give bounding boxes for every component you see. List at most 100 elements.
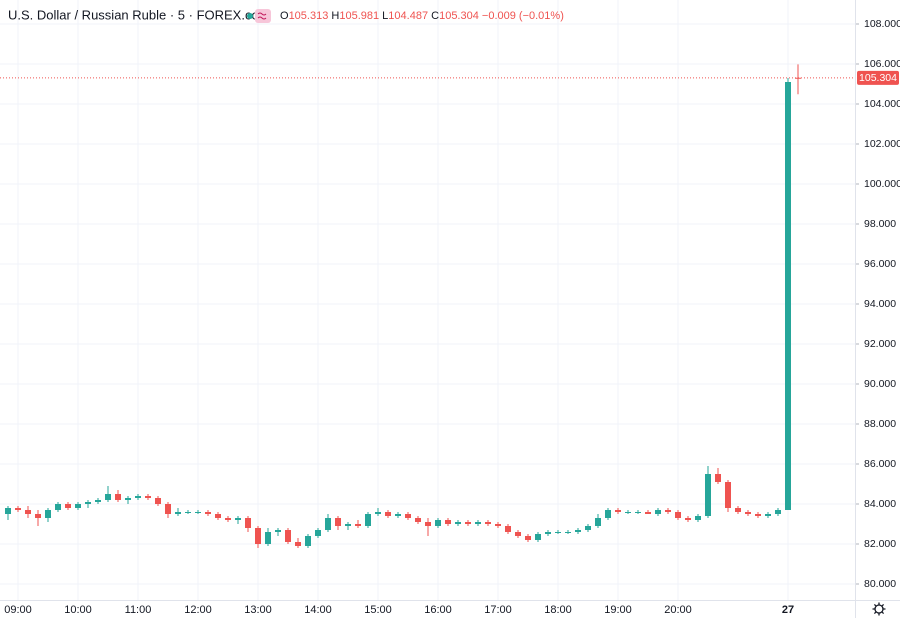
candle-body bbox=[605, 510, 611, 518]
candle-body bbox=[165, 504, 171, 514]
candle-body bbox=[125, 498, 131, 500]
candle-body bbox=[585, 526, 591, 530]
candle-body bbox=[145, 496, 151, 498]
candle-body bbox=[735, 508, 741, 512]
candle-body bbox=[15, 508, 21, 510]
y-tick-label: 102.000 bbox=[864, 138, 900, 150]
candle-body bbox=[325, 518, 331, 530]
y-tick-label: 96.000 bbox=[864, 258, 896, 270]
candle-body bbox=[535, 534, 541, 540]
candle-body bbox=[575, 530, 581, 532]
candle-body bbox=[245, 518, 251, 528]
y-tick-label: 86.000 bbox=[864, 458, 896, 470]
candle-body bbox=[255, 528, 261, 544]
candle-body bbox=[75, 504, 81, 508]
x-tick-label: 13:00 bbox=[244, 604, 272, 616]
candle-body bbox=[525, 536, 531, 540]
candle-body bbox=[305, 536, 311, 546]
ohlc-label: O bbox=[280, 10, 289, 22]
x-tick-label: 12:00 bbox=[184, 604, 212, 616]
candle-body bbox=[335, 518, 341, 526]
candle-body bbox=[705, 474, 711, 516]
candle-body bbox=[695, 516, 701, 520]
ohlc-value: 105.304 bbox=[439, 10, 479, 22]
candle-body bbox=[485, 522, 491, 524]
candle-body bbox=[675, 512, 681, 518]
candle-body bbox=[425, 522, 431, 526]
candle-body bbox=[295, 542, 301, 546]
status-badge bbox=[255, 9, 271, 23]
candle-body bbox=[175, 512, 181, 514]
ohlc-value: 105.981 bbox=[339, 10, 379, 22]
y-tick-label: 100.000 bbox=[864, 178, 900, 190]
candle-body bbox=[185, 512, 191, 513]
candle-body bbox=[115, 494, 121, 500]
plot bbox=[0, 0, 859, 600]
candle-body bbox=[65, 504, 71, 508]
candle-body bbox=[85, 502, 91, 504]
ohlc-readout: O105.313 H105.981 L104.487 C105.304 −0.0… bbox=[280, 10, 564, 22]
x-tick-label: 14:00 bbox=[304, 604, 332, 616]
candle-body bbox=[635, 512, 641, 513]
candle-body bbox=[385, 512, 391, 516]
y-tick-label: 88.000 bbox=[864, 418, 896, 430]
last-price-tag bbox=[857, 70, 899, 85]
candle-body bbox=[545, 532, 551, 534]
candle-body bbox=[365, 514, 371, 526]
candle-body bbox=[505, 526, 511, 532]
candle-body bbox=[135, 496, 141, 498]
y-tick-label: 80.000 bbox=[864, 578, 896, 590]
x-tick-label: 15:00 bbox=[364, 604, 392, 616]
candle-body bbox=[725, 482, 731, 508]
settings-icon[interactable] bbox=[872, 602, 886, 616]
candle-body bbox=[685, 518, 691, 520]
candle-body bbox=[45, 510, 51, 518]
status-dot bbox=[247, 13, 253, 19]
candle-body bbox=[215, 514, 221, 518]
candle-body bbox=[235, 518, 241, 520]
y-tick-label: 98.000 bbox=[864, 218, 896, 230]
candle-body bbox=[195, 512, 201, 513]
y-tick-label: 104.000 bbox=[864, 98, 900, 110]
candle-body bbox=[765, 514, 771, 516]
ohlc-value: 105.313 bbox=[289, 10, 329, 22]
candle-body bbox=[405, 514, 411, 518]
candle-body bbox=[155, 498, 161, 504]
x-tick-label: 27 bbox=[782, 604, 794, 616]
badge-icon bbox=[257, 12, 267, 20]
candle-body bbox=[625, 512, 631, 513]
y-tick-label: 84.000 bbox=[864, 498, 896, 510]
candle-body bbox=[285, 530, 291, 542]
change: −0.009 (−0.01%) bbox=[482, 10, 564, 22]
candle-body bbox=[5, 508, 11, 514]
candle-body bbox=[775, 510, 781, 514]
ohlc-value: 104.487 bbox=[388, 10, 428, 22]
y-tick-label: 90.000 bbox=[864, 378, 896, 390]
x-tick-label: 16:00 bbox=[424, 604, 452, 616]
candle-body bbox=[55, 504, 61, 510]
candle-body bbox=[355, 524, 361, 526]
candle-body bbox=[315, 530, 321, 536]
candle-body bbox=[465, 522, 471, 524]
candle-body bbox=[345, 524, 351, 526]
y-tick-label: 106.000 bbox=[864, 58, 900, 70]
candle-body bbox=[495, 524, 501, 526]
x-tick-label: 11:00 bbox=[125, 604, 152, 616]
x-tick-label: 18:00 bbox=[544, 604, 572, 616]
candle-body bbox=[395, 514, 401, 516]
candle-body bbox=[455, 522, 461, 524]
candle-body bbox=[375, 512, 381, 514]
candle-body bbox=[565, 532, 571, 533]
symbol-title: U.S. Dollar / Russian Ruble · 5 · FOREX.… bbox=[8, 7, 270, 22]
candle-body bbox=[515, 532, 521, 536]
candle-body bbox=[555, 532, 561, 533]
candle-body bbox=[655, 510, 661, 514]
candle-body bbox=[265, 532, 271, 544]
candle-body bbox=[35, 514, 41, 518]
last-price-label: 105.304 bbox=[859, 72, 897, 84]
y-tick-label: 92.000 bbox=[864, 338, 896, 350]
y-tick-label: 94.000 bbox=[864, 298, 896, 310]
